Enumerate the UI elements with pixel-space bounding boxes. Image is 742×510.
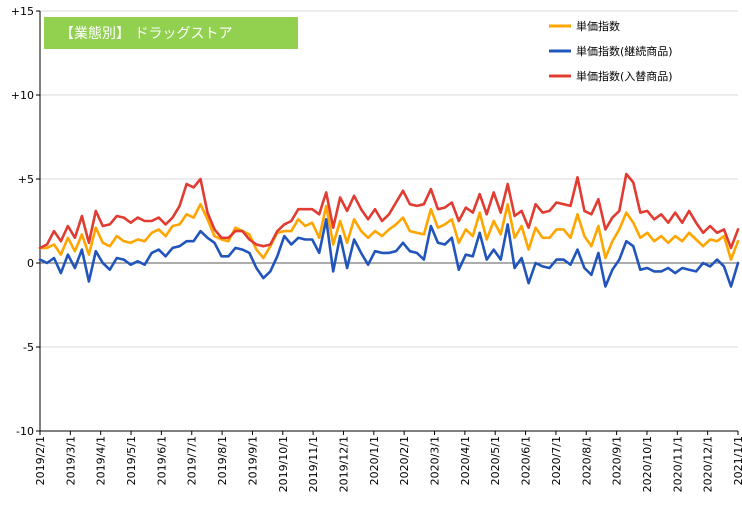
series-line-1 — [38, 202, 740, 261]
x-tick-label: 2020/6/1 — [520, 436, 533, 485]
x-tick-label: 2020/10/1 — [641, 436, 654, 492]
x-tick-label: 2019/2/1 — [34, 436, 47, 485]
y-tick-label: +15 — [11, 5, 34, 18]
x-tick-label: 2019/3/1 — [64, 436, 77, 485]
series-line-3 — [38, 172, 740, 250]
legend-label-1: 単価指数 — [576, 19, 620, 33]
y-tick-label: -5 — [23, 341, 34, 354]
y-tick-label: +5 — [18, 173, 34, 186]
x-tick-label: 2020/7/1 — [550, 436, 563, 485]
legend-label-3: 単価指数(入替商品) — [576, 69, 673, 83]
x-tick-label: 2021/1/1 — [732, 436, 742, 485]
x-tick-label: 2020/12/1 — [702, 436, 715, 492]
x-tick-label: 2019/6/1 — [155, 436, 168, 485]
x-tick-label: 2020/2/1 — [398, 436, 411, 485]
axes — [36, 10, 739, 435]
x-tick-label: 2020/5/1 — [489, 436, 502, 485]
x-tick-label: 2019/11/1 — [307, 436, 320, 492]
legend-label-2: 単価指数(継続商品) — [576, 44, 673, 58]
chart-title-box: 【業態別】 ドラッグストア — [44, 17, 298, 49]
x-tick-label: 2019/8/1 — [216, 436, 229, 485]
chart-title-background — [44, 17, 298, 49]
x-tick-label: 2019/7/1 — [186, 436, 199, 485]
x-tick-labels: 2019/2/1 2019/3/1 2019/4/1 2019/5/1 2019/6/1… — [34, 436, 742, 492]
x-tick-label: 2020/9/1 — [611, 436, 624, 485]
x-tick-label: 2019/9/1 — [246, 436, 259, 485]
x-tick-label: 2020/11/1 — [671, 436, 684, 492]
x-tick-label: 2019/4/1 — [95, 436, 108, 485]
chart-title: 【業態別】 ドラッグストア — [60, 26, 232, 42]
x-tick-label: 2020/1/1 — [368, 436, 381, 485]
series-line-2 — [38, 218, 740, 288]
x-tick-label: 2020/8/1 — [580, 436, 593, 485]
y-tick-label: +10 — [11, 89, 34, 102]
x-tick-label: 2019/12/1 — [337, 436, 350, 492]
x-tick-label: 2020/3/1 — [429, 436, 442, 485]
x-tick-label: 2019/5/1 — [125, 436, 138, 485]
x-tick-label: 2020/4/1 — [459, 436, 472, 485]
x-tick-label: 2019/10/1 — [277, 436, 290, 492]
y-tick-label: -10 — [16, 425, 34, 438]
series-lines — [38, 172, 740, 288]
y-tick-label: 0 — [27, 257, 34, 270]
y-tick-labels: +15 +10 +5 0 -5 -10 — [11, 5, 34, 438]
